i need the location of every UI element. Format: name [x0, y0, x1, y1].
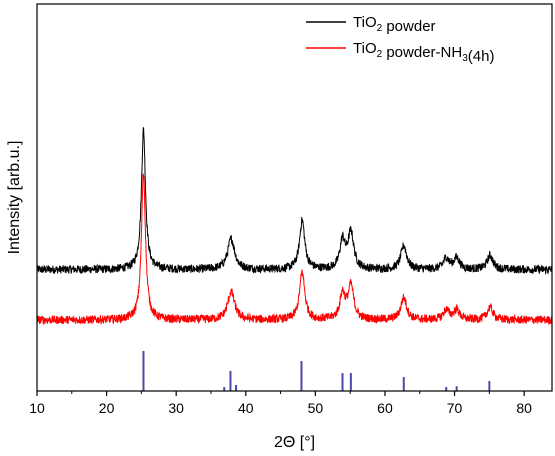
x-tick-label: 50 [308, 400, 324, 416]
x-tick-label: 40 [238, 400, 254, 416]
series-line-2 [36, 173, 553, 326]
legend: TiO2 powder TiO2 powder-NH3(4h) [306, 14, 494, 65]
legend-label: TiO2 powder-NH3(4h) [353, 40, 494, 65]
x-axis: 10 20 30 40 50 60 70 80 [29, 391, 532, 416]
x-tick-label: 10 [29, 400, 45, 416]
x-tick-label: 20 [99, 400, 115, 416]
plot-layer [36, 127, 553, 391]
series-line-1 [36, 127, 553, 276]
x-tick-label: 60 [377, 400, 393, 416]
x-tick-label: 80 [516, 400, 532, 416]
x-tick-label: 70 [447, 400, 463, 416]
plot-frame [36, 3, 553, 392]
x-tick-label: 30 [168, 400, 184, 416]
y-axis-title: Intensity [arb.u.] [6, 141, 23, 255]
legend-label: TiO2 powder [353, 14, 436, 35]
x-axis-title: 2Θ [°] [274, 434, 315, 451]
